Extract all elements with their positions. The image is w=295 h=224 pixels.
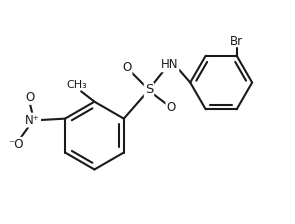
Text: S: S [145, 83, 153, 96]
Text: N⁺: N⁺ [25, 114, 40, 127]
Text: O: O [25, 91, 34, 104]
Text: Br: Br [230, 35, 243, 48]
Text: CH₃: CH₃ [66, 80, 87, 90]
Text: O: O [166, 101, 176, 114]
Text: HN: HN [161, 58, 178, 71]
Text: O: O [122, 61, 132, 74]
Text: ⁻O: ⁻O [9, 138, 24, 151]
